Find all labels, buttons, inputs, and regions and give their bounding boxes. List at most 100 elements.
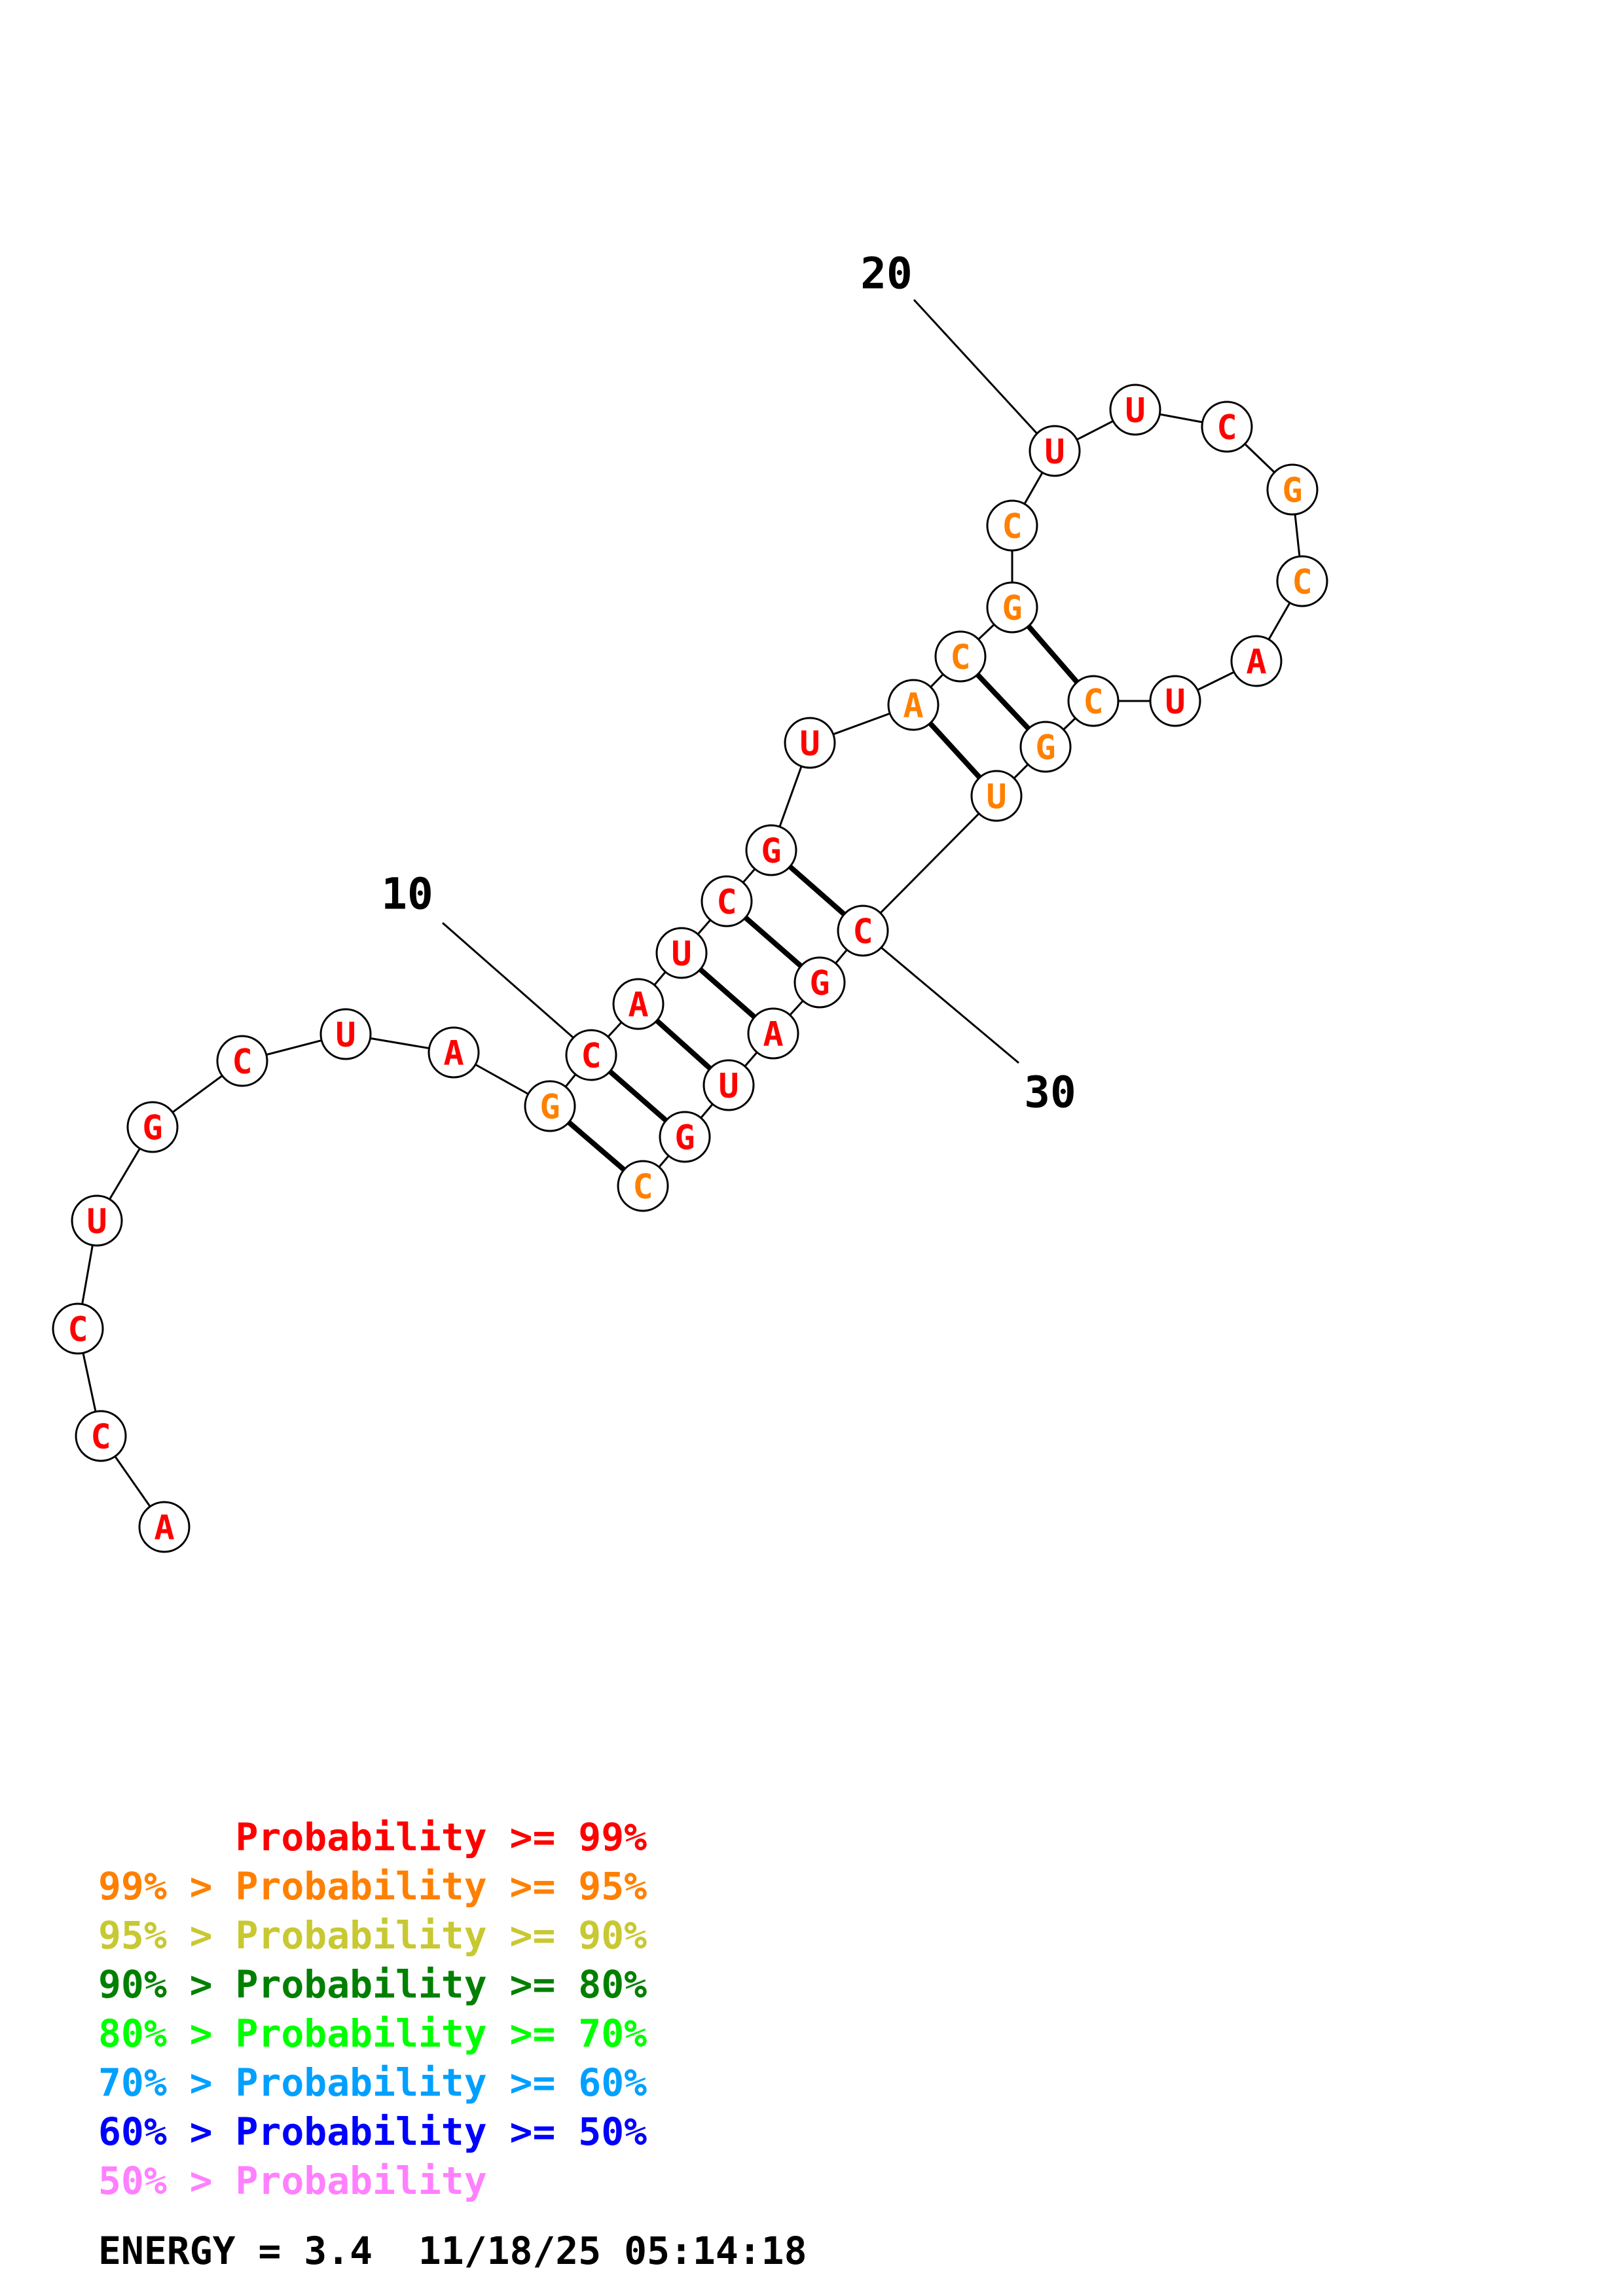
nucleotide-31: G xyxy=(793,956,846,1009)
nucleotide-30: C xyxy=(837,905,889,957)
legend-prefix: 80% > xyxy=(98,2011,236,2056)
legend-row: Probability >= 99% xyxy=(98,1813,647,1862)
nucleotide-6: C xyxy=(216,1035,268,1087)
nucleotide-5: G xyxy=(126,1101,179,1153)
nucleotide-base-8: A xyxy=(443,1034,464,1073)
nucleotide-base-11: A xyxy=(628,986,648,1025)
nucleotide-21: U xyxy=(1109,384,1161,436)
nucleotide-1: A xyxy=(138,1501,191,1553)
nucleotide-base-26: U xyxy=(1165,683,1185,722)
nucleotide-9: G xyxy=(524,1080,576,1132)
nucleotide-base-20: U xyxy=(1044,433,1065,472)
nucleotide-22: C xyxy=(1201,401,1253,453)
position-label-10: 10 xyxy=(381,869,433,920)
nucleotide-base-23: G xyxy=(1282,471,1302,511)
nucleotide-base-30: C xyxy=(852,912,873,952)
position-tick-10 xyxy=(442,922,578,1043)
nucleotide-8: A xyxy=(428,1026,480,1079)
nucleotide-base-31: G xyxy=(809,964,830,1003)
nucleotide-base-18: G xyxy=(1002,589,1022,628)
nucleotide-base-9: G xyxy=(539,1088,560,1127)
nucleotide-base-22: C xyxy=(1216,408,1237,448)
legend-prefix: 60% > xyxy=(98,2109,236,2154)
legend-text: Probability >= 60% xyxy=(235,2060,647,2105)
nucleotide-19: C xyxy=(986,499,1038,552)
nucleotide-32: A xyxy=(747,1007,799,1060)
position-tick-30 xyxy=(875,942,1019,1064)
nucleotide-base-16: A xyxy=(903,687,923,726)
nucleotide-26: U xyxy=(1149,675,1201,727)
nucleotide-3: C xyxy=(52,1302,104,1355)
nucleotide-base-17: C xyxy=(950,638,970,677)
nucleotide-base-15: U xyxy=(799,725,820,764)
timestamp: 11/18/25 05:14:18 xyxy=(418,2229,807,2273)
nucleotide-14: G xyxy=(745,824,797,876)
position-label-20: 20 xyxy=(860,249,912,299)
legend-text: Probability >= 90% xyxy=(235,1913,647,1958)
legend-row: 50% > Probability xyxy=(98,2157,647,2206)
nucleotide-16: A xyxy=(887,679,939,731)
probability-legend: Probability >= 99% 99% > Probability >= 9… xyxy=(98,1813,647,2206)
nucleotide-base-27: C xyxy=(1083,683,1103,722)
position-tick-20 xyxy=(913,298,1042,439)
nucleotide-base-19: C xyxy=(1002,507,1022,547)
nucleotide-29: U xyxy=(970,770,1023,822)
nucleotide-base-25: A xyxy=(1246,643,1266,682)
nucleotide-base-2: C xyxy=(90,1418,111,1457)
legend-row: 80% > Probability >= 70% xyxy=(98,2009,647,2058)
legend-prefix: 50% > xyxy=(98,2159,236,2203)
nucleotide-base-12: U xyxy=(671,935,691,974)
legend-row: 70% > Probability >= 60% xyxy=(98,2058,647,2108)
nucleotide-13: C xyxy=(701,875,753,927)
nucleotide-base-7: U xyxy=(335,1016,356,1055)
nucleotide-base-29: U xyxy=(986,778,1006,817)
nucleotide-base-4: U xyxy=(86,1202,107,1242)
nucleotide-28: G xyxy=(1019,721,1072,773)
nucleotide-7: U xyxy=(319,1008,372,1060)
nucleotide-base-3: C xyxy=(67,1310,88,1350)
nucleotide-27: C xyxy=(1067,675,1120,727)
nucleotide-4: U xyxy=(71,1194,123,1247)
nucleotide-base-24: C xyxy=(1292,563,1312,602)
legend-prefix: 99% > xyxy=(98,1864,236,1909)
nucleotide-2: C xyxy=(75,1410,127,1462)
nucleotide-10: C xyxy=(565,1029,617,1081)
nucleotide-12: U xyxy=(655,927,708,979)
legend-text: Probability >= 95% xyxy=(235,1864,647,1909)
nucleotide-base-6: C xyxy=(232,1043,252,1082)
legend-row: 90% > Probability >= 80% xyxy=(98,1960,647,2009)
backbone-segment xyxy=(862,795,998,932)
position-label-30: 30 xyxy=(1024,1067,1076,1118)
nucleotide-33: U xyxy=(702,1059,755,1111)
legend-text: Probability xyxy=(235,2159,487,2203)
legend-prefix: 70% > xyxy=(98,2060,236,2105)
nucleotide-17: C xyxy=(934,630,987,683)
nucleotide-base-14: G xyxy=(761,832,781,871)
nucleotide-base-10: C xyxy=(581,1037,601,1076)
legend-text: Probability >= 70% xyxy=(235,2011,647,2056)
legend-prefix xyxy=(98,1815,236,1859)
nucleotide-base-5: G xyxy=(142,1109,162,1148)
nucleotide-24: C xyxy=(1276,555,1328,607)
legend-text: Probability >= 80% xyxy=(235,1962,647,2007)
legend-row: 60% > Probability >= 50% xyxy=(98,2108,647,2157)
nucleotide-base-21: U xyxy=(1125,391,1145,431)
nucleotide-base-32: A xyxy=(763,1015,783,1054)
nucleotide-base-28: G xyxy=(1035,728,1055,768)
nucleotide-base-13: C xyxy=(716,883,737,922)
nucleotide-base-1: A xyxy=(154,1509,174,1548)
legend-row: 95% > Probability >= 90% xyxy=(98,1911,647,1960)
energy-footer: ENERGY = 3.4 11/18/25 05:14:18 xyxy=(98,2229,807,2273)
position-tick-layer: 10 20 30 xyxy=(381,249,1076,1118)
nucleotide-base-34: G xyxy=(674,1119,695,1158)
nucleotide-base-33: U xyxy=(718,1067,739,1106)
nucleotide-base-35: C xyxy=(632,1168,653,1207)
legend-prefix: 90% > xyxy=(98,1962,236,2007)
nucleotide-15: U xyxy=(784,717,836,769)
nucleotide-18: G xyxy=(986,581,1038,634)
nucleotide-25: A xyxy=(1230,635,1283,687)
legend-prefix: 95% > xyxy=(98,1913,236,1958)
energy-value: ENERGY = 3.4 xyxy=(98,2229,373,2273)
